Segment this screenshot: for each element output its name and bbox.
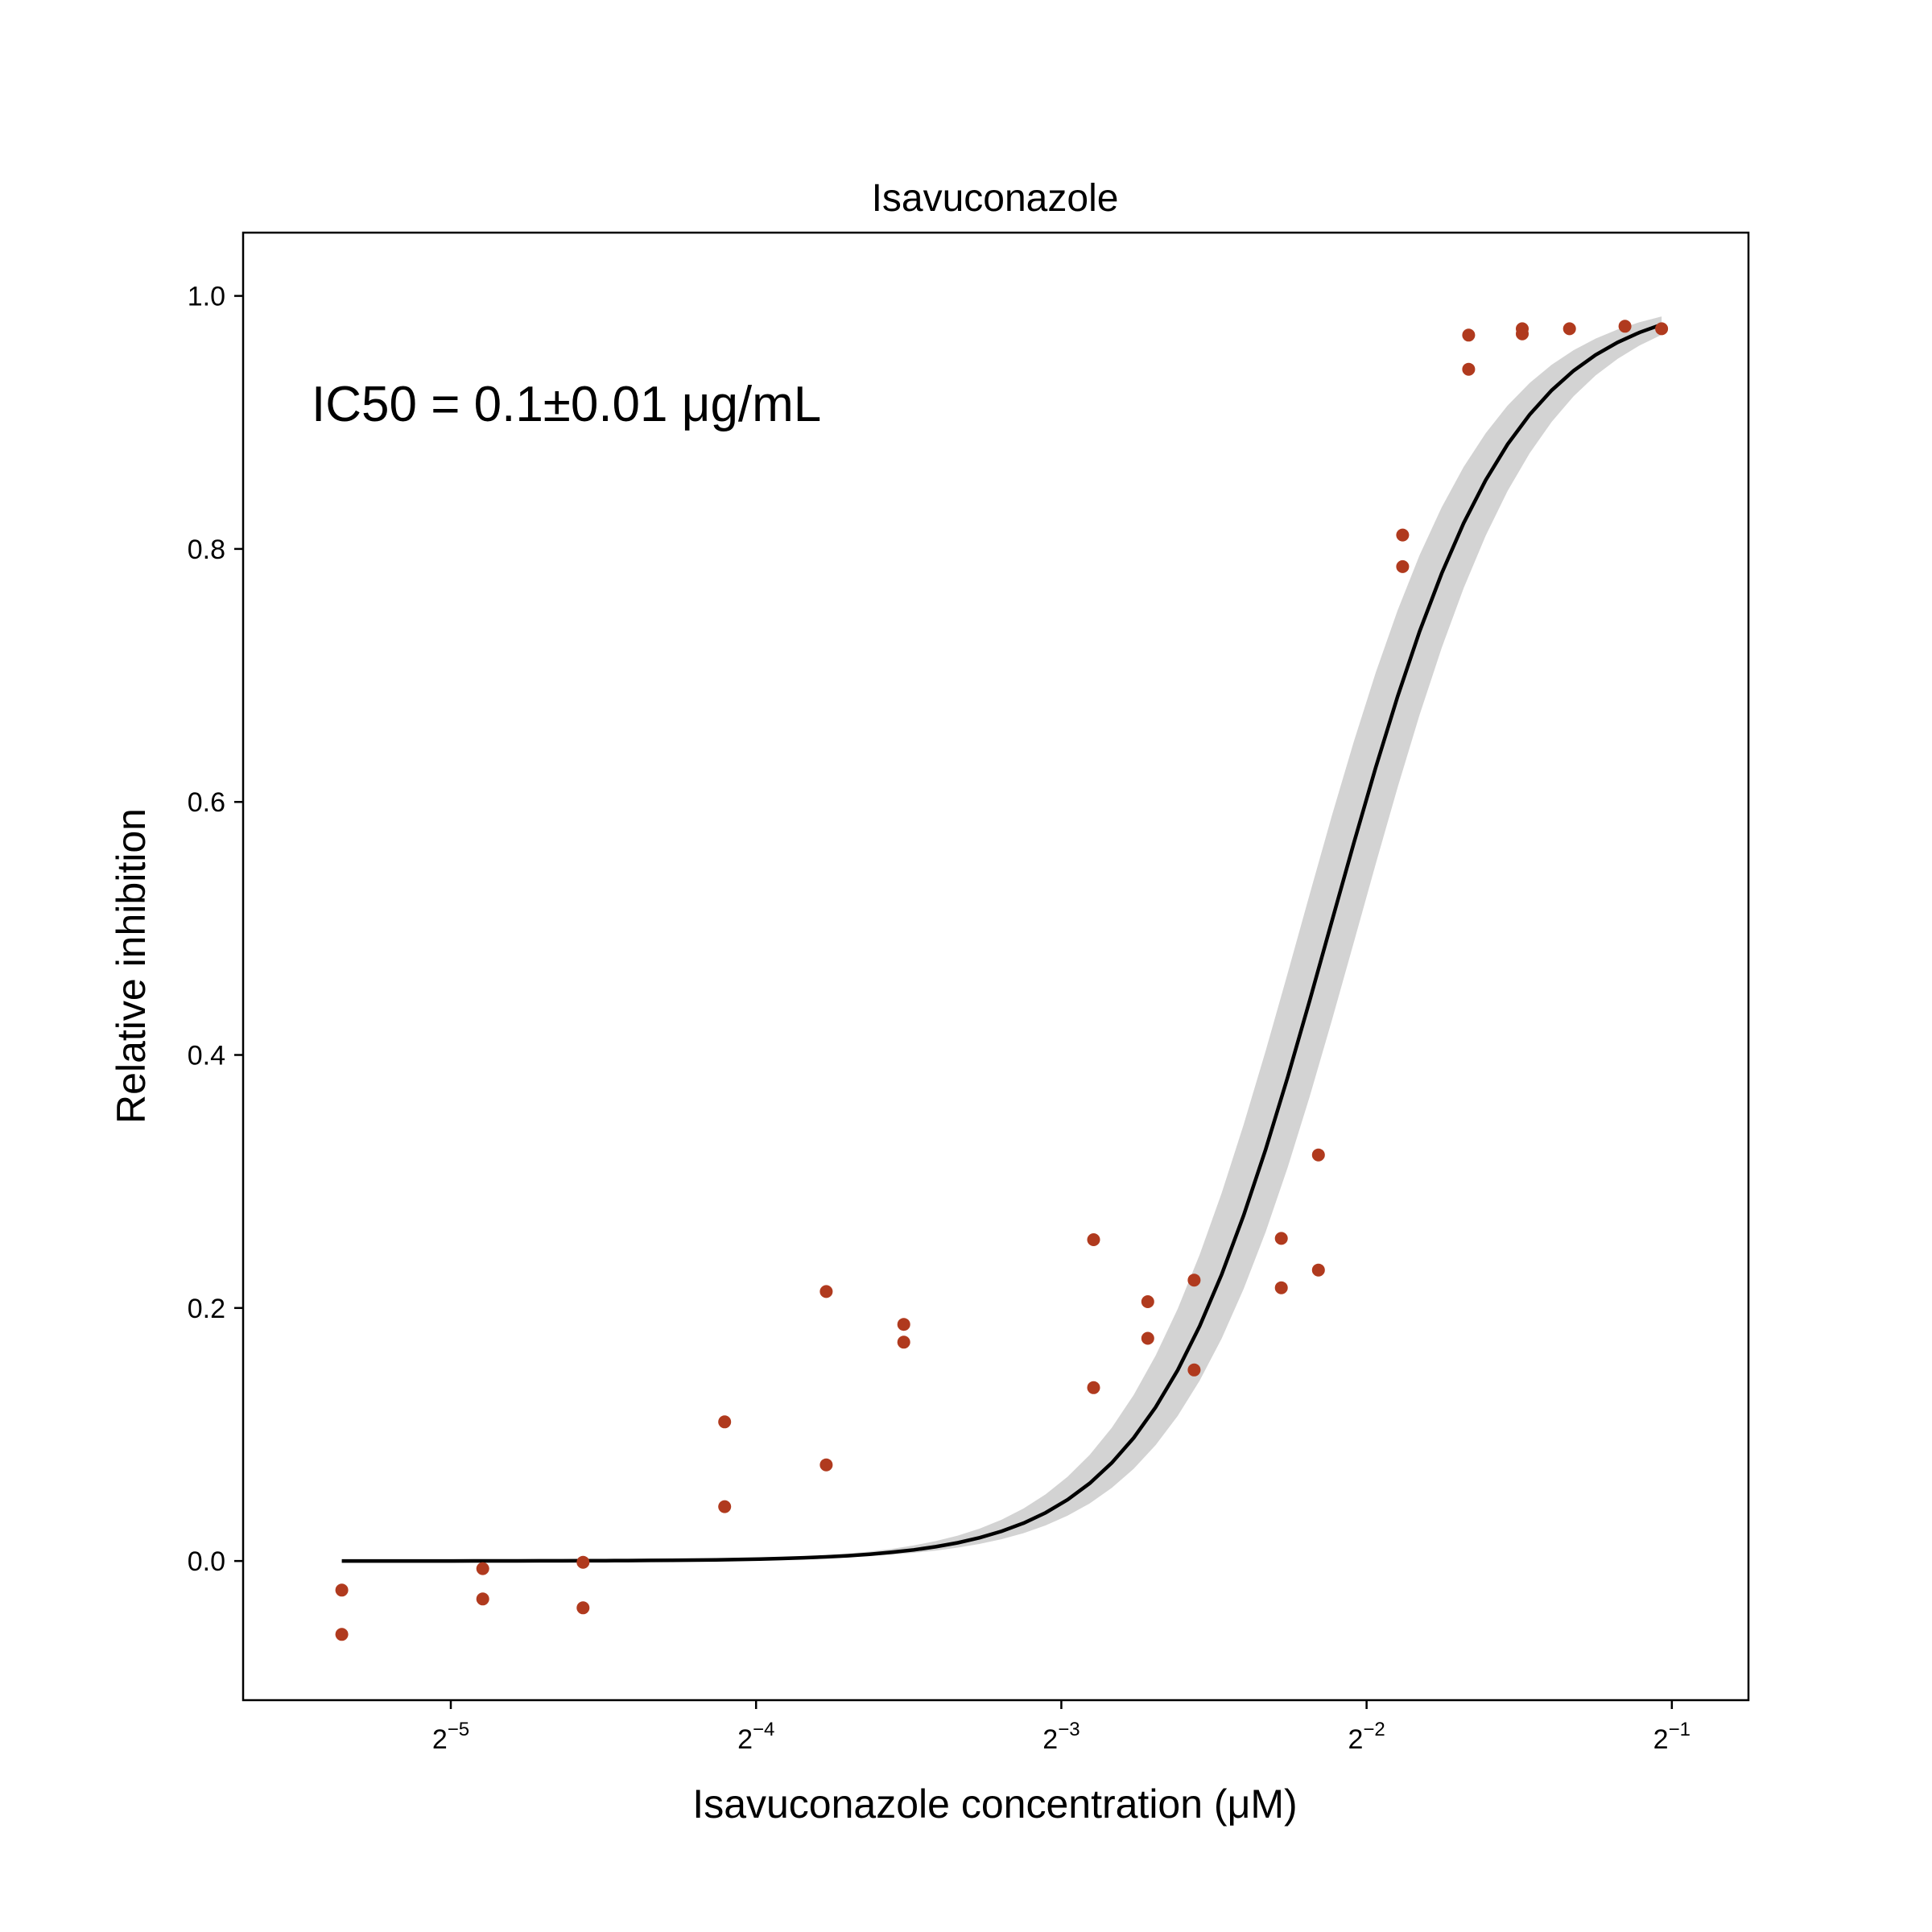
confidence-band	[341, 316, 1662, 1562]
x-axis-label: Isavuconazole concentration (μM)	[692, 1781, 1297, 1827]
data-point	[819, 1285, 833, 1298]
x-tick-label: 2−1	[1653, 1719, 1690, 1755]
data-point	[1311, 1263, 1325, 1277]
ic50-annotation: IC50 = 0.1±0.01 μg/mL	[312, 377, 821, 432]
data-point	[1187, 1274, 1201, 1287]
y-tick-label: 0.6	[188, 787, 225, 818]
plot-frame	[242, 231, 1750, 1702]
data-point	[576, 1555, 590, 1569]
data-point	[476, 1562, 489, 1575]
data-point	[576, 1601, 590, 1615]
data-point	[1516, 327, 1529, 341]
data-point	[1187, 1363, 1201, 1377]
data-point	[819, 1458, 833, 1472]
y-tick-label: 0.4	[188, 1041, 225, 1071]
data-point	[718, 1500, 732, 1513]
x-tick-label: 2−4	[737, 1719, 774, 1755]
data-point	[1462, 328, 1476, 342]
data-point	[1396, 528, 1410, 542]
data-point	[335, 1583, 349, 1597]
y-axis: 0.0 0.2 0.4 0.6 0.8 1.0	[188, 282, 243, 1577]
data-point	[1141, 1295, 1154, 1308]
x-tick-label: 2−5	[432, 1719, 469, 1755]
y-tick-label: 0.2	[188, 1294, 225, 1324]
x-tick-label: 2−2	[1348, 1719, 1385, 1755]
y-tick-label: 1.0	[188, 282, 225, 312]
y-tick-label: 0.0	[188, 1546, 225, 1577]
x-axis: 2−5 2−4 2−3 2−2 2−1	[432, 1700, 1690, 1755]
data-point	[1655, 322, 1669, 336]
data-point	[1087, 1233, 1100, 1246]
data-point	[897, 1318, 910, 1331]
data-point	[1311, 1148, 1325, 1162]
data-point	[1087, 1381, 1100, 1394]
y-tick-label: 0.8	[188, 535, 225, 565]
x-tick-label: 2−3	[1042, 1719, 1080, 1755]
data-point	[1563, 322, 1576, 336]
y-axis-label: Relative inhibition	[109, 808, 154, 1124]
fit-curve	[341, 322, 1662, 1563]
data-point	[335, 1628, 349, 1641]
data-point	[897, 1335, 910, 1349]
data-point	[1141, 1331, 1154, 1345]
data-point	[1618, 320, 1632, 333]
chart-title: Isavuconazole	[872, 177, 1119, 220]
data-point	[1396, 559, 1410, 573]
plot-area	[335, 316, 1669, 1641]
data-point	[1274, 1232, 1288, 1245]
data-point	[476, 1592, 489, 1606]
data-point	[1462, 362, 1476, 376]
data-point	[718, 1415, 732, 1429]
data-point	[1274, 1281, 1288, 1294]
